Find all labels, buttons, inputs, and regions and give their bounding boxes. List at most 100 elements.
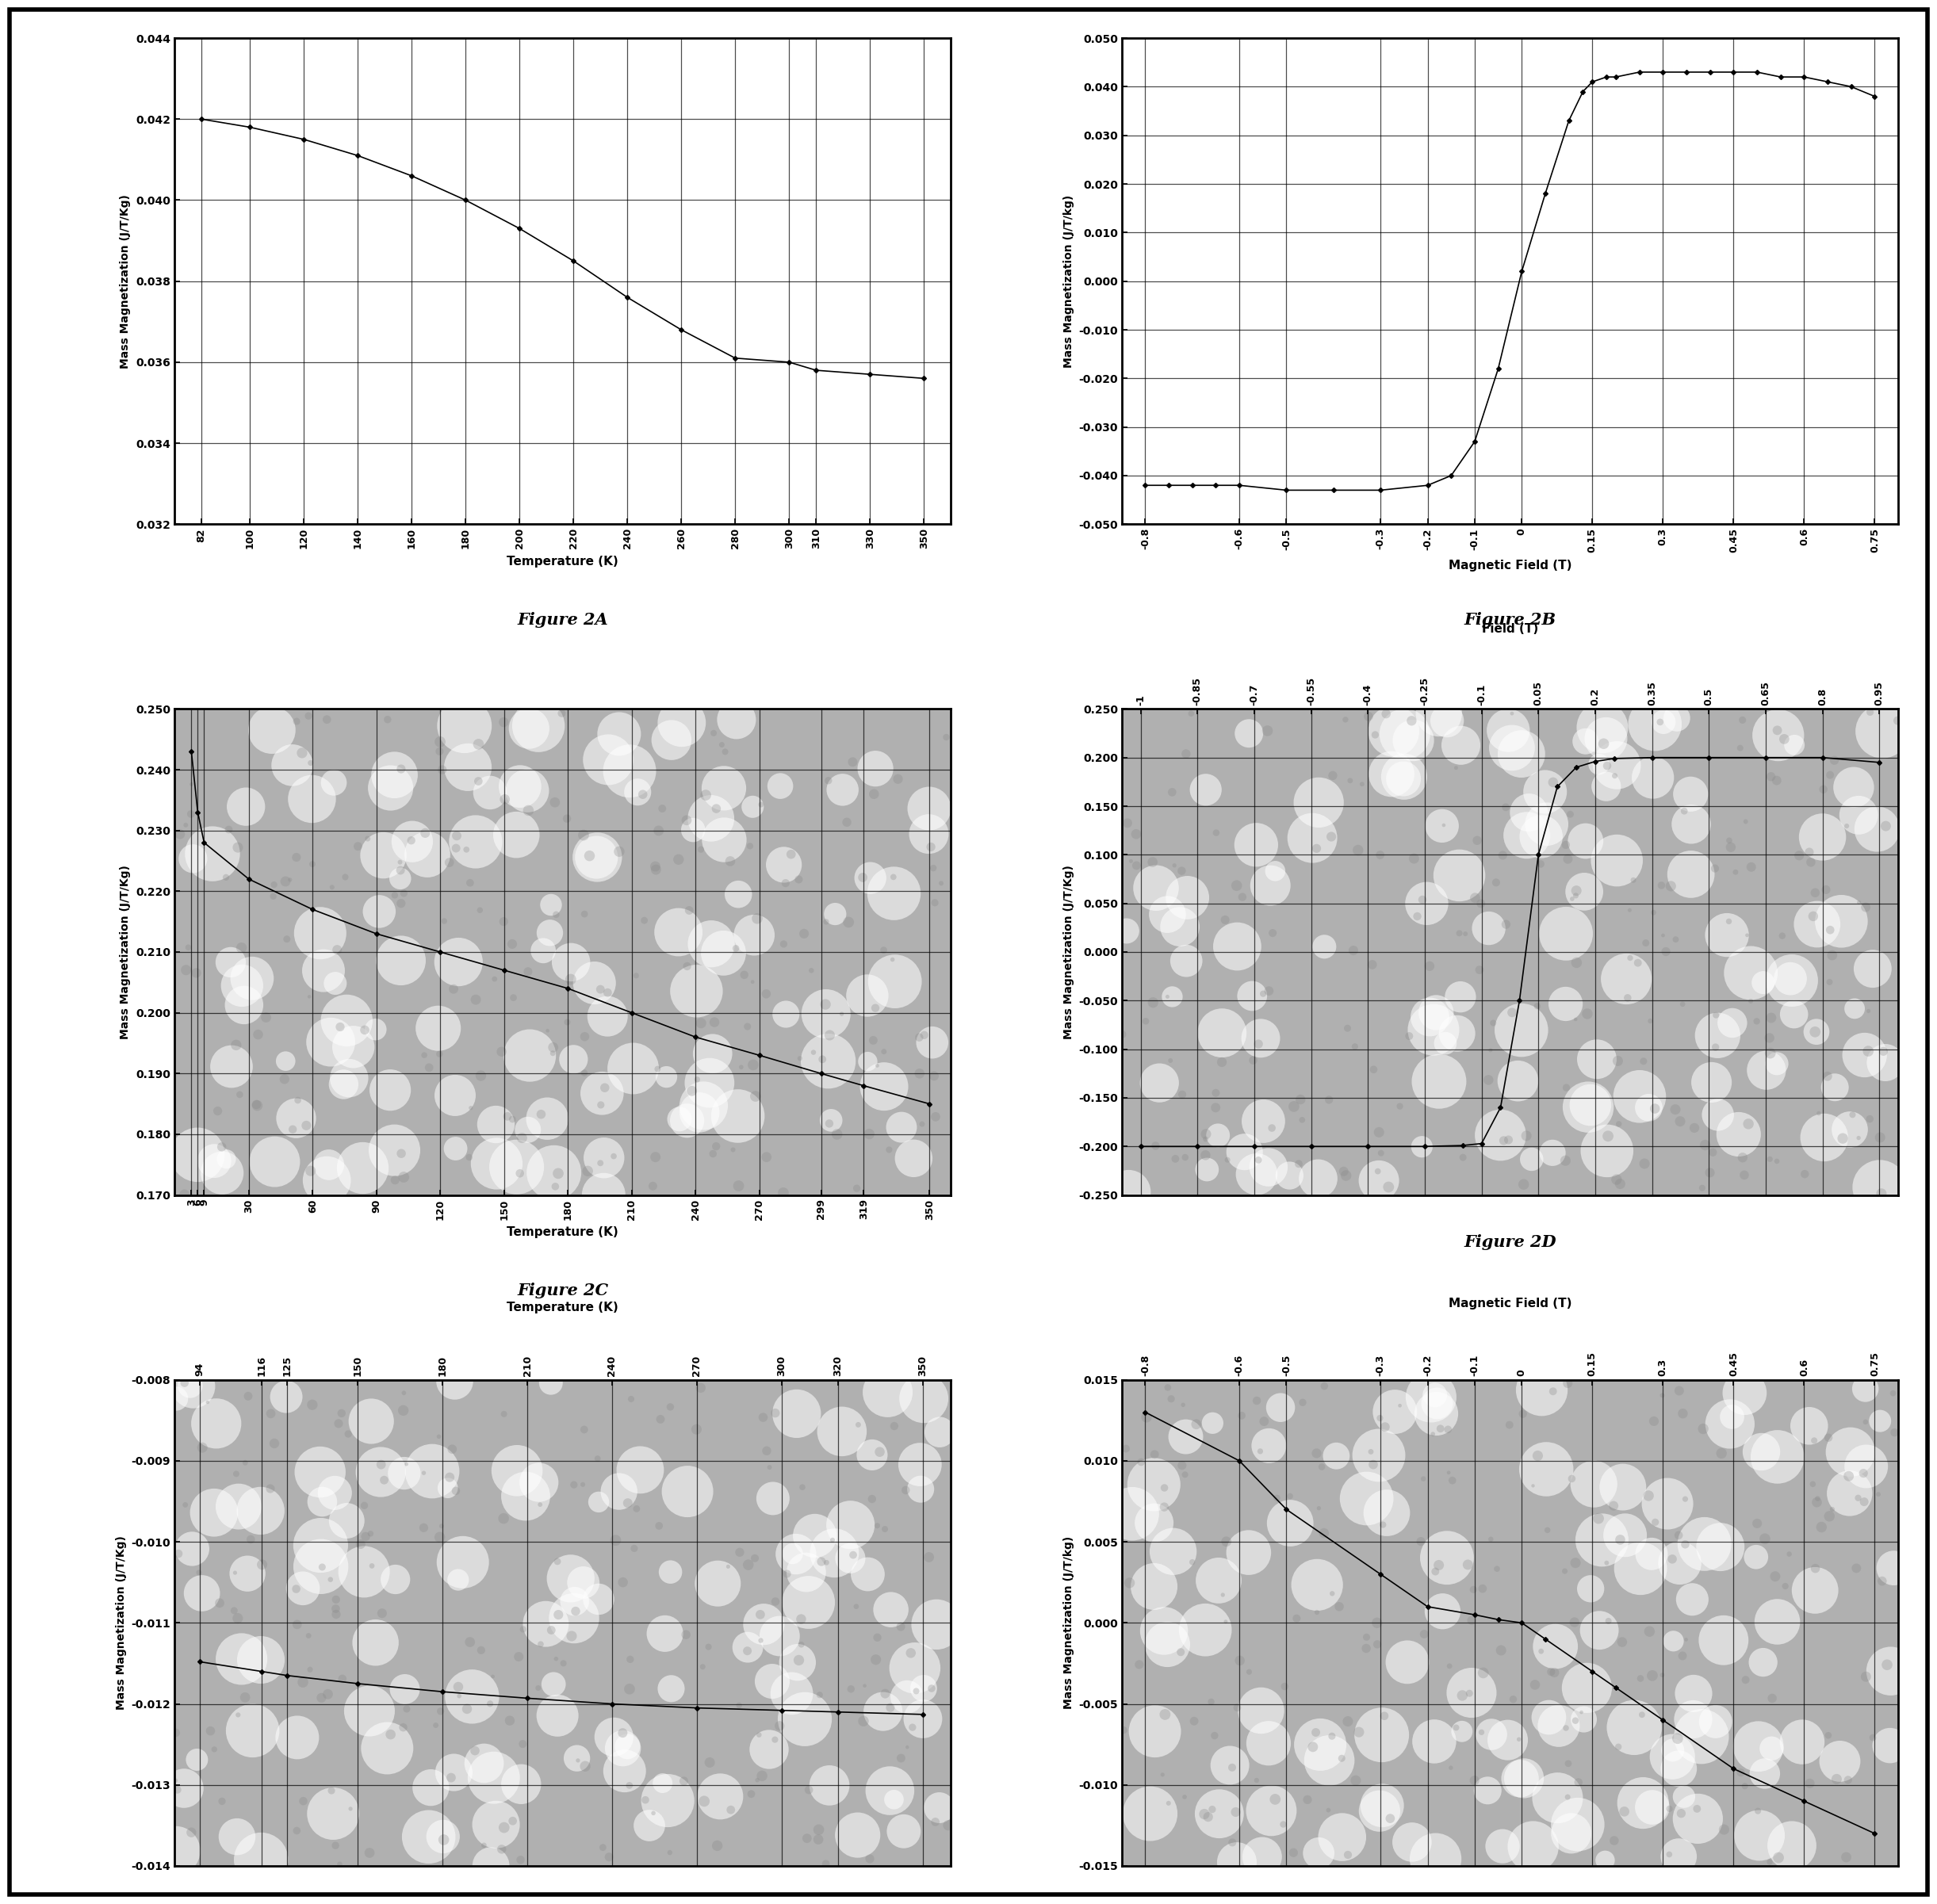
Point bbox=[1158, 851, 1189, 882]
Point bbox=[1699, 853, 1730, 883]
Point bbox=[599, 1140, 630, 1171]
Point bbox=[184, 1557, 215, 1588]
Point bbox=[1755, 762, 1786, 792]
Point bbox=[1379, 1396, 1410, 1426]
Point bbox=[806, 1546, 837, 1577]
Point bbox=[682, 1064, 713, 1095]
Point bbox=[1830, 811, 1861, 842]
Point bbox=[1222, 1693, 1253, 1723]
Point bbox=[852, 1047, 883, 1078]
Point bbox=[1629, 1148, 1660, 1179]
Point bbox=[879, 965, 910, 996]
X-axis label: Magnetic Field (T): Magnetic Field (T) bbox=[1449, 1299, 1571, 1310]
Point bbox=[1335, 765, 1366, 796]
Point bbox=[1838, 994, 1869, 1024]
Point bbox=[354, 1837, 385, 1868]
Point bbox=[1571, 998, 1602, 1028]
Point bbox=[1482, 1554, 1513, 1584]
Point bbox=[1842, 1483, 1873, 1514]
Point bbox=[1639, 897, 1670, 927]
Point bbox=[1364, 1439, 1395, 1470]
Point bbox=[327, 1664, 358, 1695]
Point bbox=[1137, 988, 1168, 1019]
Point bbox=[775, 840, 806, 870]
Point bbox=[1476, 1719, 1507, 1750]
Point bbox=[1658, 1735, 1689, 1765]
Point bbox=[246, 1495, 277, 1525]
Point bbox=[1865, 1405, 1896, 1436]
Point bbox=[790, 1557, 821, 1588]
Point bbox=[161, 1835, 192, 1866]
Point bbox=[540, 899, 571, 929]
Point bbox=[1247, 979, 1278, 1009]
Point bbox=[655, 1392, 686, 1422]
Point bbox=[1189, 1140, 1220, 1171]
Point bbox=[227, 971, 258, 1002]
Point bbox=[715, 1795, 746, 1826]
Point bbox=[490, 784, 521, 815]
Point bbox=[600, 1525, 631, 1556]
Point bbox=[726, 1051, 757, 1081]
Point bbox=[583, 1443, 614, 1474]
Point bbox=[1550, 830, 1581, 861]
Point bbox=[1420, 1380, 1451, 1411]
Point bbox=[1706, 1438, 1737, 1468]
Point bbox=[585, 1089, 616, 1120]
Point bbox=[1317, 1578, 1348, 1609]
Point bbox=[560, 1586, 591, 1616]
Point bbox=[626, 1455, 657, 1485]
Point bbox=[1799, 1426, 1830, 1457]
Point bbox=[885, 1742, 916, 1773]
Point bbox=[1716, 1401, 1747, 1432]
Point bbox=[908, 1674, 939, 1704]
Point bbox=[1156, 981, 1187, 1011]
Point bbox=[841, 1173, 872, 1203]
Point bbox=[498, 1104, 529, 1135]
Point bbox=[1323, 1592, 1354, 1622]
Point bbox=[436, 1434, 467, 1464]
Point bbox=[1821, 1763, 1852, 1794]
Point bbox=[1393, 1647, 1424, 1677]
Point bbox=[1414, 1002, 1445, 1032]
Point bbox=[203, 1588, 234, 1618]
Point bbox=[542, 1546, 573, 1577]
Point bbox=[1182, 1409, 1213, 1439]
Point bbox=[1207, 1019, 1238, 1049]
Point bbox=[223, 1700, 254, 1731]
Point bbox=[614, 1674, 645, 1704]
Point bbox=[846, 863, 877, 893]
Point bbox=[292, 1620, 323, 1651]
Point bbox=[424, 727, 455, 758]
Point bbox=[1238, 1045, 1269, 1076]
Point bbox=[385, 754, 416, 784]
Point bbox=[440, 1476, 471, 1506]
Point bbox=[463, 765, 494, 796]
Point bbox=[1811, 1061, 1842, 1091]
Point bbox=[1794, 1411, 1825, 1441]
Point bbox=[415, 1053, 446, 1083]
Point bbox=[323, 1849, 354, 1879]
Point bbox=[1459, 1765, 1490, 1795]
Point bbox=[506, 1123, 537, 1154]
Point bbox=[1451, 918, 1482, 948]
Point bbox=[428, 1824, 459, 1854]
Point bbox=[653, 1786, 684, 1816]
Point bbox=[277, 750, 308, 781]
Point bbox=[1253, 975, 1284, 1005]
Point bbox=[889, 1816, 920, 1847]
Point bbox=[496, 929, 527, 960]
Point bbox=[337, 1032, 368, 1062]
Point bbox=[1813, 1500, 1844, 1531]
Point bbox=[637, 1797, 668, 1828]
Point bbox=[637, 1171, 668, 1201]
Point bbox=[169, 1367, 200, 1398]
Point bbox=[440, 1365, 471, 1396]
Point bbox=[781, 1538, 812, 1569]
Point bbox=[1716, 832, 1747, 863]
Point bbox=[1397, 706, 1428, 737]
Point bbox=[1573, 1091, 1604, 1121]
Point bbox=[848, 1670, 879, 1700]
Point bbox=[786, 1472, 817, 1502]
Point bbox=[1799, 1017, 1830, 1047]
Point bbox=[1131, 1005, 1162, 1036]
